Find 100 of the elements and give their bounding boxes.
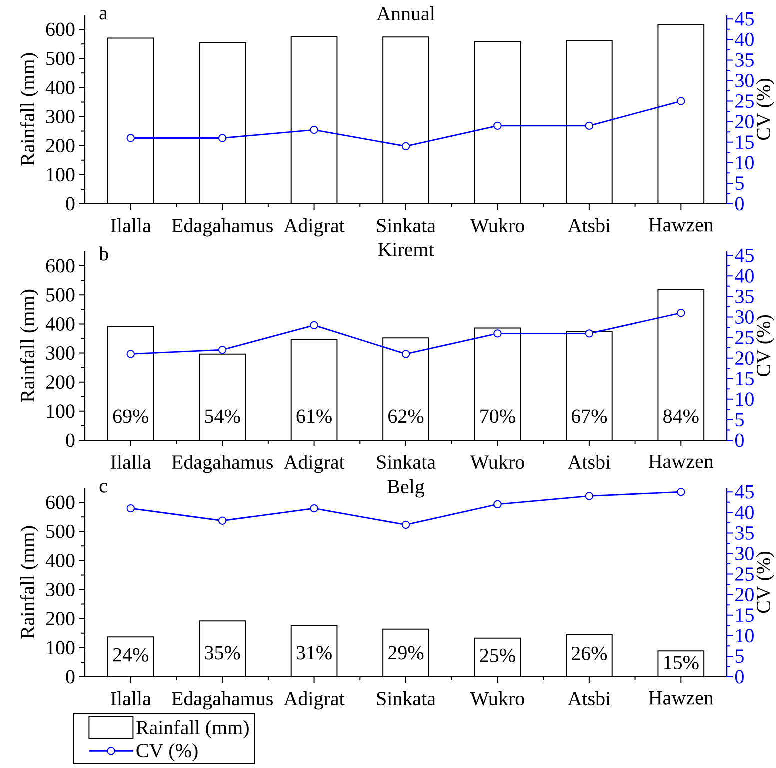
x-tick-label: Adigrat xyxy=(284,455,345,474)
y2-tick-label: 20 xyxy=(736,352,754,366)
annotation: 35% xyxy=(205,646,240,660)
point xyxy=(677,97,686,106)
y2-axis-title: CV (%) xyxy=(756,552,775,614)
y2-tick-label: 5 xyxy=(736,650,744,664)
y2-tick-label: 25 xyxy=(736,94,754,108)
annotation: 84% xyxy=(664,410,699,424)
y-tick-label: 400 xyxy=(46,554,75,568)
point xyxy=(310,126,318,134)
y-tick-label: 0 xyxy=(66,670,75,684)
point xyxy=(218,134,227,142)
y-axis-title: Rainfall (mm) xyxy=(20,290,39,402)
annotation: 31% xyxy=(296,646,332,660)
annotation: c xyxy=(100,483,108,493)
chart-title: Annual xyxy=(376,6,436,21)
point xyxy=(494,330,502,338)
x-tick-label: Wukro xyxy=(470,692,524,706)
x-tick-label: Hawzen xyxy=(648,455,714,468)
y2-tick-label: 0 xyxy=(735,670,744,684)
y2-tick-label: 35 xyxy=(736,290,754,304)
y-tick-label: 0 xyxy=(66,434,75,448)
y-tick-label: 600 xyxy=(46,259,75,273)
point xyxy=(402,142,410,151)
point xyxy=(218,346,227,354)
y2-tick-label: 45 xyxy=(735,485,754,499)
annotation: b xyxy=(99,246,108,261)
y2-tick-label: 45 xyxy=(735,12,754,26)
y-tick-label: 500 xyxy=(46,524,75,538)
y-tick-label: 300 xyxy=(46,346,75,360)
y2-tick-label: 30 xyxy=(736,74,754,88)
y2-tick-label: 15 xyxy=(736,608,754,622)
y2-tick-label: 30 xyxy=(736,546,754,560)
x-tick-label: Hawzen xyxy=(648,692,714,705)
annotation: a xyxy=(100,10,108,20)
annotation: 15% xyxy=(664,656,699,670)
legend-label: CV (%) xyxy=(136,743,198,762)
legend-label: Rainfall (mm) xyxy=(136,720,249,739)
point xyxy=(494,500,502,509)
y2-tick-label: 45 xyxy=(735,248,754,262)
y2-tick-label: 0 xyxy=(735,434,744,448)
x-tick-label: Ilalla xyxy=(111,455,152,470)
y2-tick-label: 5 xyxy=(736,176,744,190)
x-tick-label: Edagahamus xyxy=(172,455,273,474)
chart-title: Kiremt xyxy=(378,243,434,256)
y-tick-label: 500 xyxy=(46,288,75,302)
y2-tick-label: 5 xyxy=(736,413,744,427)
point xyxy=(310,321,318,330)
x-tick-label: Wukro xyxy=(470,455,524,470)
y-tick-label: 200 xyxy=(46,612,75,626)
y-tick-label: 400 xyxy=(46,317,75,331)
point xyxy=(677,309,686,318)
y2-tick-label: 25 xyxy=(736,331,754,345)
x-tick-label: Sinkata xyxy=(377,692,436,706)
y-tick-label: 500 xyxy=(46,52,75,66)
point xyxy=(402,350,410,358)
annotation: 69% xyxy=(113,410,149,424)
y-tick-label: 200 xyxy=(46,139,75,153)
annotation: 26% xyxy=(572,646,608,660)
x-tick-label: Ilalla xyxy=(111,218,152,233)
x-tick-label: Adigrat xyxy=(284,692,345,710)
x-tick-label: Hawzen xyxy=(648,218,714,232)
y2-axis-title: CV (%) xyxy=(756,316,775,377)
point xyxy=(126,504,135,513)
y2-tick-label: 10 xyxy=(736,156,754,170)
y-tick-label: 100 xyxy=(47,404,75,418)
chart-title: Belg xyxy=(388,480,425,498)
y-tick-label: 600 xyxy=(46,22,75,36)
y2-axis-title: CV (%) xyxy=(756,78,775,140)
point xyxy=(126,350,135,358)
x-tick-label: Sinkata xyxy=(377,455,436,470)
point xyxy=(218,516,227,525)
y2-tick-label: 25 xyxy=(736,568,754,582)
y2-tick-label: 30 xyxy=(736,310,754,324)
point xyxy=(402,520,410,530)
y2-tick-label: 20 xyxy=(736,115,754,129)
y2-tick-label: 15 xyxy=(736,136,754,150)
y2-tick-label: 10 xyxy=(736,629,754,643)
y-axis-title: Rainfall (mm) xyxy=(20,53,39,166)
y-tick-label: 600 xyxy=(46,496,75,510)
y2-tick-label: 40 xyxy=(735,269,754,283)
x-tick-label: Adigrat xyxy=(284,218,345,237)
y2-tick-label: 0 xyxy=(735,197,744,211)
x-tick-label: Atsbi xyxy=(568,455,611,470)
annotation: 54% xyxy=(205,410,240,424)
y-tick-label: 100 xyxy=(47,641,75,655)
point xyxy=(310,504,318,513)
point xyxy=(585,122,594,130)
y2-tick-label: 20 xyxy=(736,588,754,602)
y-tick-label: 400 xyxy=(46,80,75,94)
y2-tick-label: 40 xyxy=(735,506,754,520)
annotation: 70% xyxy=(480,410,516,424)
x-tick-label: Sinkata xyxy=(377,218,436,233)
y-tick-label: 0 xyxy=(66,197,75,211)
y-tick-label: 200 xyxy=(46,376,75,390)
annotation: 62% xyxy=(388,410,424,424)
annotation: 61% xyxy=(296,410,332,424)
y2-tick-label: 35 xyxy=(736,53,754,67)
point xyxy=(677,488,686,496)
y-tick-label: 300 xyxy=(46,583,75,597)
